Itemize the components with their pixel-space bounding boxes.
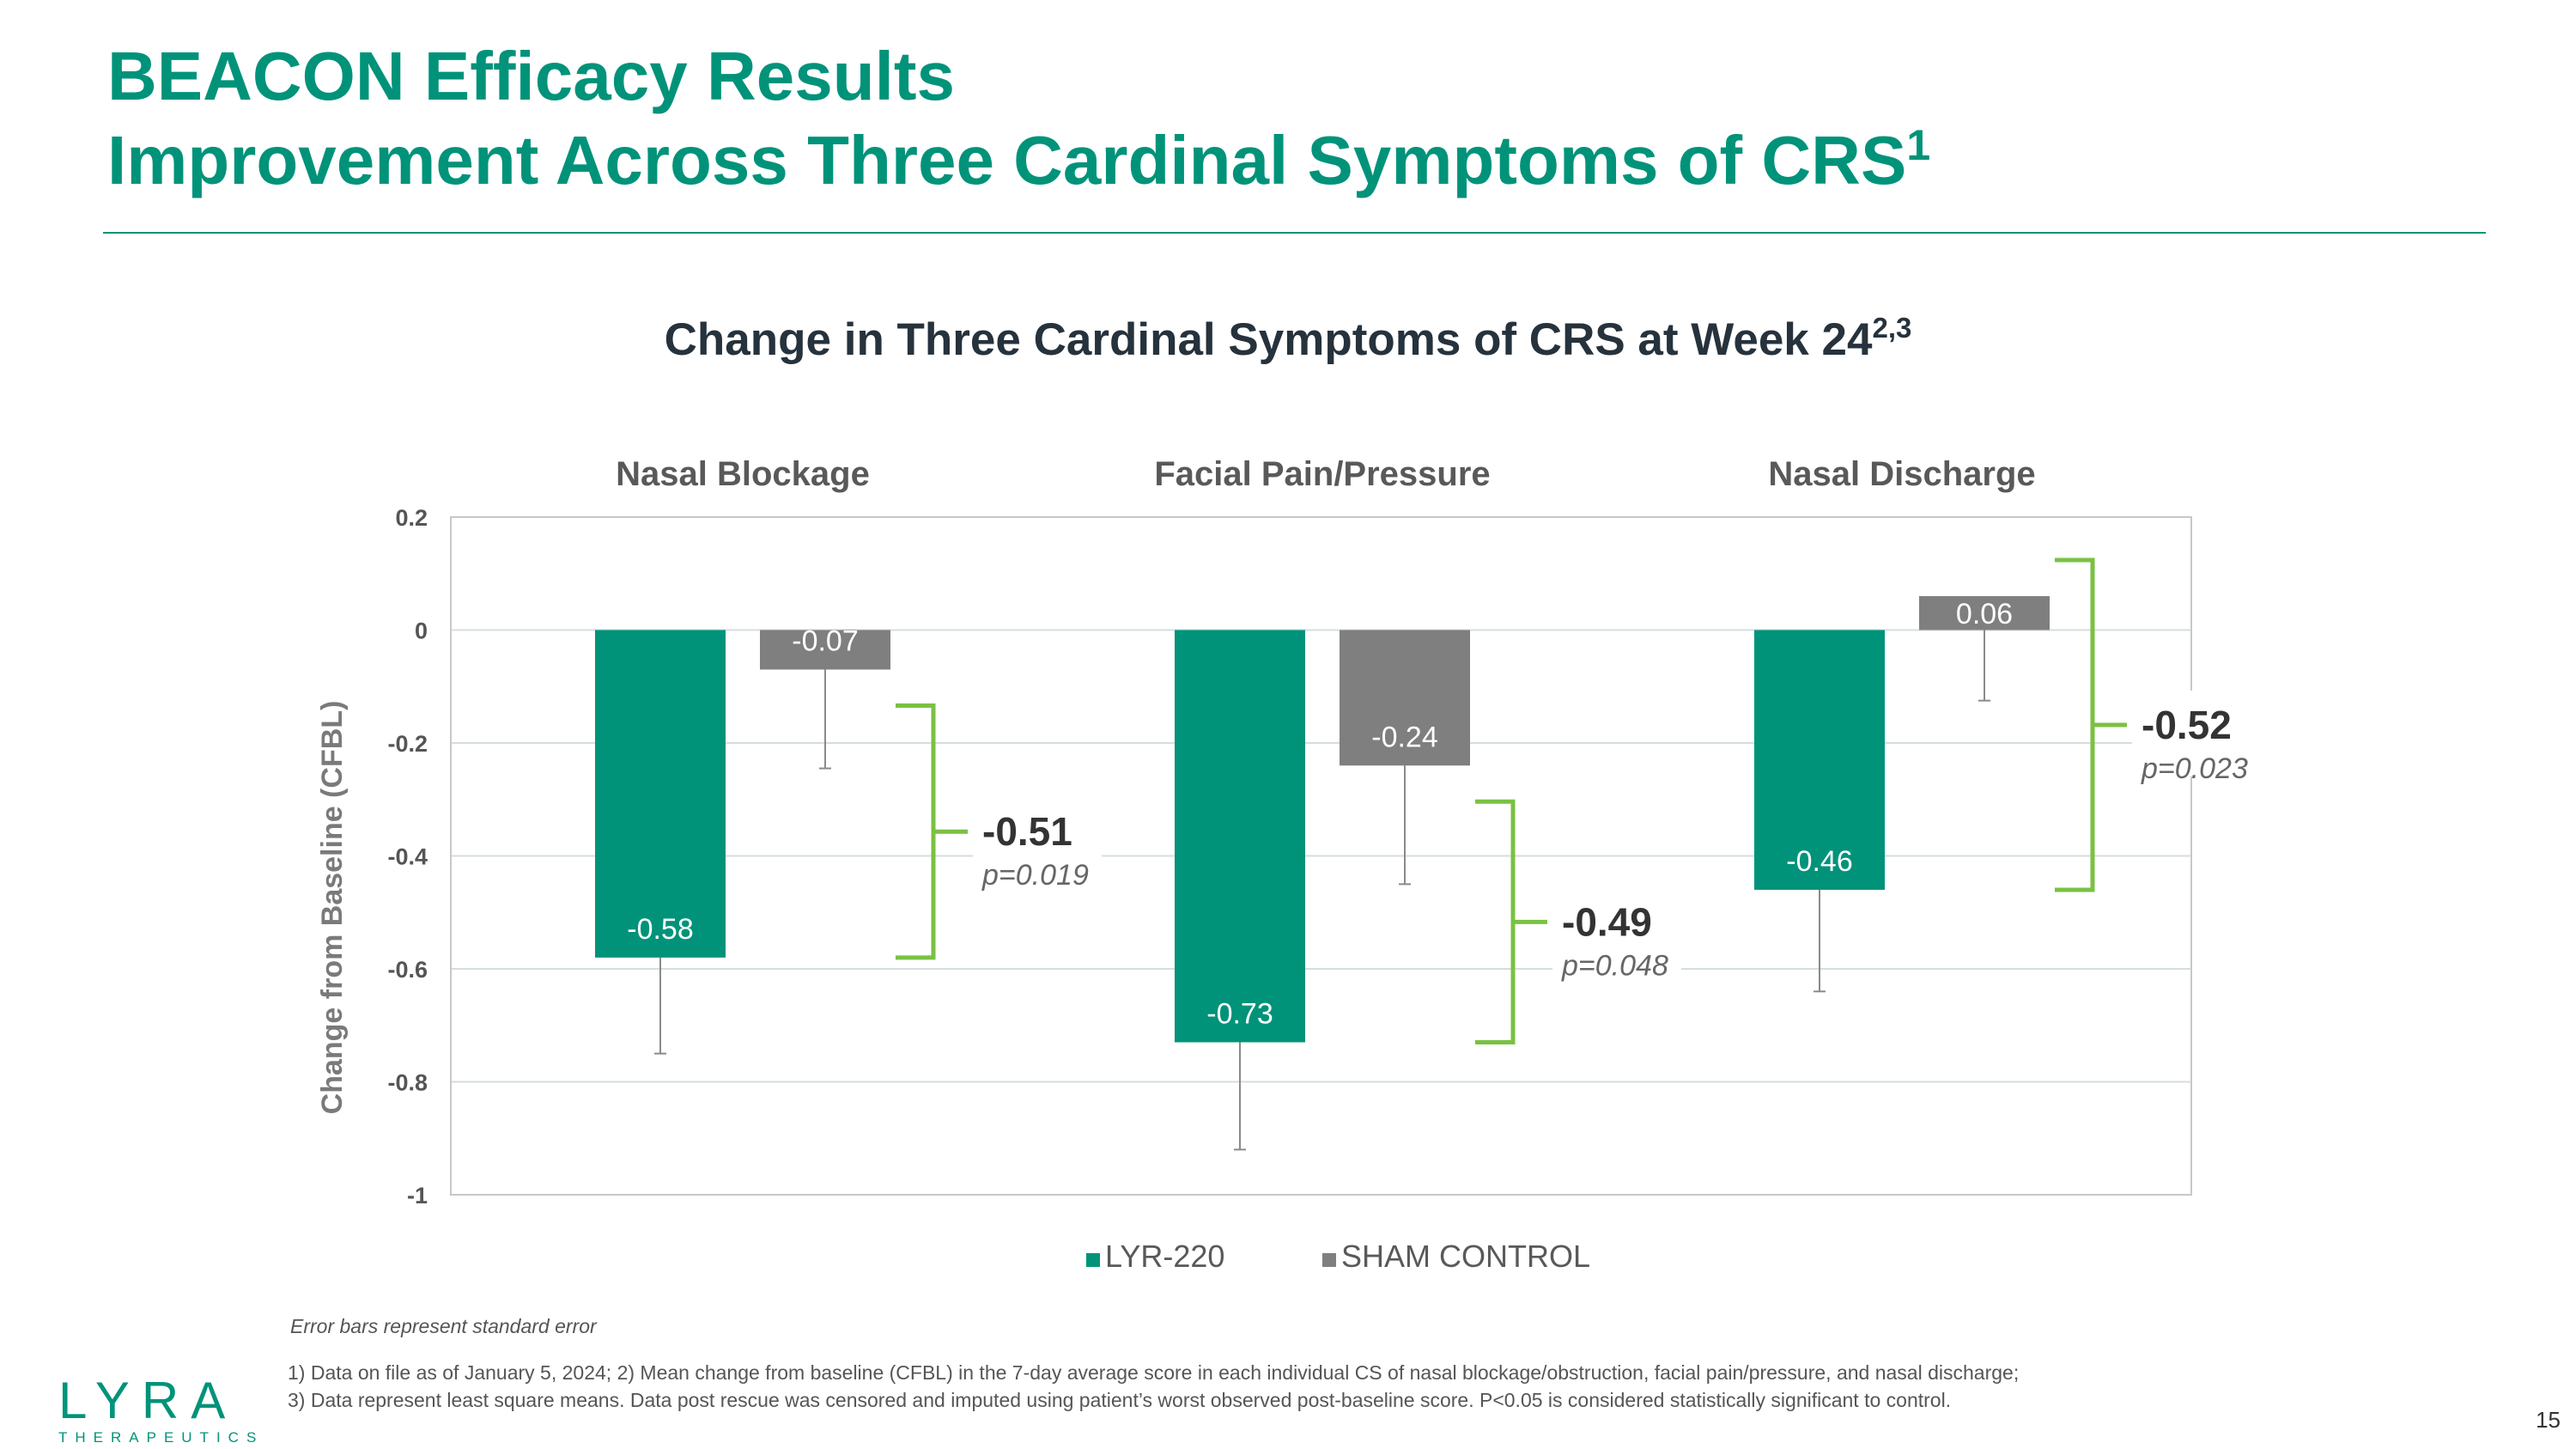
y-tick-label: -1	[407, 1183, 428, 1209]
y-tick-label: -0.6	[387, 957, 428, 983]
difference-value: -0.52	[2142, 703, 2232, 747]
footnotes: 1) Data on file as of January 5, 2024; 2…	[288, 1359, 2263, 1414]
category-label: Nasal Discharge	[1768, 455, 2035, 493]
data-label: -0.58	[627, 913, 694, 946]
data-label: -0.73	[1206, 997, 1273, 1030]
logo-subtitle: THERAPEUTICS	[58, 1429, 264, 1446]
legend-label: LYR-220	[1105, 1239, 1224, 1274]
title-line-2: Improvement Across Three Cardinal Sympto…	[107, 119, 1930, 203]
data-label: -0.07	[792, 625, 859, 658]
title-footnote-marker: 1	[1906, 121, 1931, 169]
difference-label-background	[2132, 691, 2261, 776]
bar-sham	[760, 630, 890, 670]
y-axis-label: Change from Baseline (CFBL)	[316, 701, 349, 1115]
difference-label-background	[1552, 887, 1681, 974]
p-value: p=0.019	[981, 859, 1089, 892]
data-label: -0.24	[1371, 721, 1438, 753]
lyra-logo: LYRA THERAPEUTICS	[58, 1374, 264, 1446]
bar-sham	[1919, 596, 2050, 630]
p-value: p=0.023	[2141, 752, 2248, 785]
y-tick-label: -0.4	[387, 844, 428, 870]
y-tick-label: 0	[415, 618, 428, 644]
legend-swatch	[1086, 1253, 1100, 1267]
y-tick-label: -0.8	[387, 1070, 428, 1096]
bar-lyr220	[1175, 630, 1305, 1043]
title-divider	[103, 232, 2486, 234]
error-bar-note: Error bars represent standard error	[290, 1315, 597, 1337]
title-line-1: BEACON Efficacy Results	[107, 38, 955, 114]
difference-bracket	[2055, 557, 2095, 892]
bar-sham	[1340, 630, 1470, 766]
bar-lyr220	[595, 630, 726, 958]
bar-lyr220	[1754, 630, 1885, 890]
plot-frame	[450, 516, 2192, 1196]
difference-label-background	[973, 797, 1102, 884]
category-label: Facial Pain/Pressure	[1154, 455, 1490, 493]
logo-wordmark: LYRA	[58, 1372, 238, 1429]
difference-value: -0.51	[982, 809, 1072, 854]
y-tick-label: 0.2	[395, 505, 428, 531]
footnote-line-2: 3) Data represent least square means. Da…	[288, 1389, 1952, 1411]
chart-title-text: Change in Three Cardinal Symptoms of CRS…	[664, 314, 1873, 365]
category-label: Nasal Blockage	[616, 455, 870, 493]
slide-title: BEACON Efficacy Results Improvement Acro…	[107, 34, 1930, 203]
data-label: 0.06	[1956, 598, 2013, 630]
difference-bracket	[1475, 799, 1516, 1044]
footnote-line-1: 1) Data on file as of January 5, 2024; 2…	[288, 1361, 2020, 1384]
chart-title-footnote-marker: 2,3	[1872, 312, 1912, 344]
difference-value: -0.49	[1562, 899, 1652, 944]
data-label: -0.46	[1786, 845, 1853, 878]
y-tick-label: -0.2	[387, 731, 428, 757]
legend-swatch	[1322, 1253, 1336, 1267]
p-value: p=0.048	[1561, 949, 1668, 982]
chart-title: Change in Three Cardinal Symptoms of CRS…	[0, 314, 2576, 366]
legend-label: SHAM CONTROL	[1341, 1239, 1590, 1274]
page-number: 15	[2536, 1407, 2561, 1433]
title-line-2-text: Improvement Across Three Cardinal Sympto…	[107, 122, 1907, 198]
